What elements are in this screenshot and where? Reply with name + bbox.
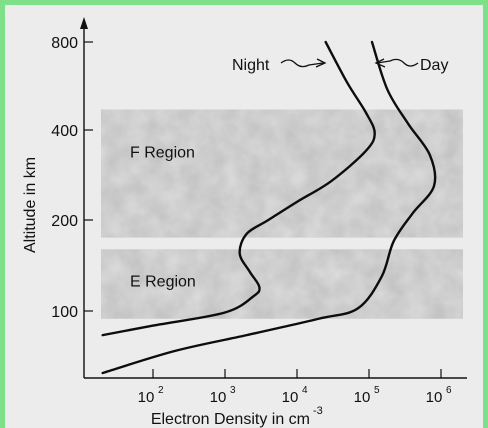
night-leader-arrow — [315, 58, 327, 68]
x-tick-exp-2: 2 — [158, 385, 164, 396]
y-tick-label-800: 800 — [51, 35, 78, 52]
x-tick-exp-4: 4 — [302, 385, 308, 396]
day-label: Day — [420, 57, 448, 74]
x-tick-exp-6: 6 — [446, 385, 452, 396]
day-leader-arrow — [374, 58, 386, 68]
day-leader — [376, 58, 419, 67]
x-tick-label-6: 10 — [426, 389, 443, 406]
x-tick-exp-3: 3 — [230, 385, 236, 396]
night-label: Night — [232, 57, 270, 74]
x-axis-title-exp: -3 — [313, 405, 323, 417]
x-tick-label-4: 10 — [282, 389, 299, 406]
chart-frame: 100 200 400 800 10 2 10 3 10 4 10 5 10 6 F Region E Re… — [5, 5, 483, 428]
x-axis-title: Electron Density in cm — [151, 411, 310, 428]
y-tick-label-200: 200 — [51, 213, 78, 230]
y-axis-arrow — [80, 17, 88, 29]
x-tick-label-2: 10 — [138, 389, 155, 406]
e-region-label: E Region — [130, 274, 196, 291]
night-curve — [101, 40, 376, 337]
f-region-band-texture — [101, 109, 463, 238]
x-tick-label-3: 10 — [210, 389, 227, 406]
day-curve — [101, 40, 437, 375]
y-tick-label-100: 100 — [51, 304, 78, 321]
f-region-label: F Region — [130, 144, 195, 161]
x-tick-label-5: 10 — [354, 389, 371, 406]
e-region-band-texture — [101, 249, 463, 319]
night-leader — [280, 59, 324, 68]
x-tick-exp-5: 5 — [374, 385, 380, 396]
y-axis-title: Altitude in km — [22, 157, 39, 253]
y-tick-label-400: 400 — [51, 123, 78, 140]
